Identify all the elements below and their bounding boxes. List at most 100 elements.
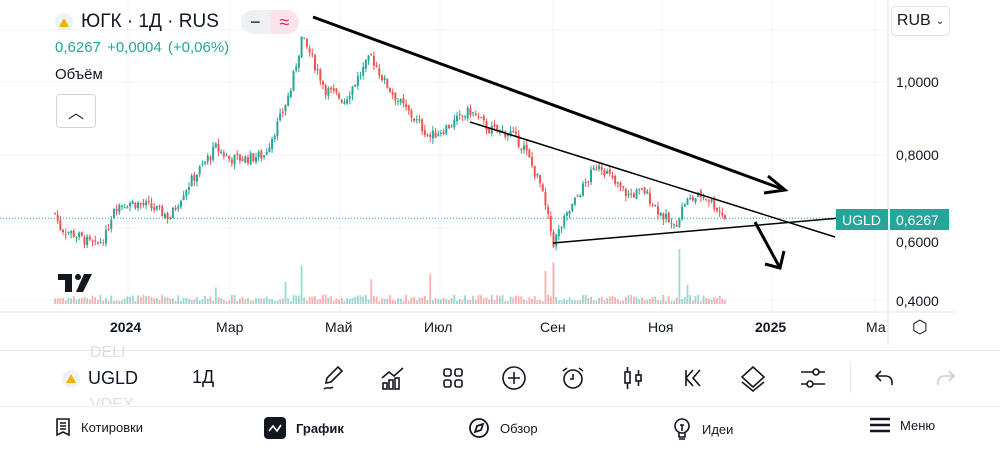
candle-body — [525, 144, 528, 151]
settings-hexagon-icon[interactable]: ⬡ — [912, 317, 928, 337]
volume-bar — [367, 299, 370, 304]
nav-quotes[interactable]: Котировки — [55, 417, 143, 437]
candle-body — [389, 87, 391, 92]
candle-body — [233, 154, 236, 165]
undo-icon[interactable] — [870, 363, 900, 393]
candle-body — [509, 131, 512, 136]
candle-body — [517, 135, 520, 147]
candle-body — [464, 116, 467, 118]
volume-bar — [713, 297, 716, 304]
volume-bar — [477, 294, 480, 304]
candle-body — [59, 219, 62, 231]
plus-circle-icon[interactable] — [499, 363, 529, 393]
volume-bar — [113, 300, 115, 304]
volume-bar — [686, 284, 689, 304]
next-symbol[interactable]: VDEX — [90, 397, 134, 405]
candle-body — [193, 174, 196, 181]
candle-body — [177, 206, 180, 209]
volume-bar — [482, 298, 485, 304]
volume-label[interactable]: Объём — [55, 66, 103, 83]
volume-bar — [592, 300, 595, 304]
symbol-header[interactable]: ЮГК · 1Д · RUS − ≈ — [55, 10, 299, 34]
symbol-selector[interactable]: UGLD — [62, 368, 138, 389]
nav-overview[interactable]: Обзор — [468, 417, 538, 439]
volume-bar — [86, 298, 89, 304]
volume-bar — [88, 299, 91, 304]
wave-mode-button[interactable]: ≈ — [269, 10, 299, 34]
candle-body — [616, 182, 619, 184]
volume-bar — [426, 300, 429, 304]
volume-bar — [440, 299, 442, 304]
nav-chart[interactable]: График — [264, 417, 344, 439]
volume-bar — [153, 298, 156, 304]
chart-mode-toggle[interactable]: − ≈ — [240, 10, 299, 34]
candle-body — [238, 154, 241, 161]
volume-bar — [59, 297, 62, 304]
interval-selector[interactable]: 1Д — [192, 367, 215, 387]
redo-icon[interactable] — [930, 363, 960, 393]
volume-bar — [359, 295, 362, 304]
currency-select[interactable]: RUB ⌄ — [891, 6, 950, 36]
candle-body — [665, 213, 668, 219]
candle-body — [171, 207, 174, 218]
candle-body — [139, 203, 142, 205]
candle-body — [86, 236, 89, 246]
alarm-clock-icon[interactable] — [558, 363, 588, 393]
candle-body — [490, 125, 493, 134]
volume-bar — [209, 296, 212, 304]
volume-bar — [311, 296, 314, 304]
time-label: Май — [325, 319, 353, 335]
candle-body — [407, 105, 410, 111]
candle-body — [378, 68, 381, 76]
line-mode-button[interactable]: − — [240, 10, 270, 34]
volume-bar — [166, 297, 169, 304]
volume-bar — [94, 297, 97, 304]
candle-body — [241, 159, 244, 161]
volume-bar — [163, 296, 166, 304]
indicators-icon[interactable] — [378, 363, 408, 393]
volume-bar — [490, 295, 493, 304]
volume-bar — [515, 295, 517, 304]
candle-body — [110, 219, 113, 229]
candle-body — [584, 182, 587, 184]
volume-bar — [675, 297, 678, 304]
arrowhead-icon — [764, 250, 786, 270]
candle-body — [104, 229, 107, 244]
candle-body — [324, 85, 327, 95]
candle-body — [624, 188, 627, 197]
last-price: 0,6267 — [55, 39, 101, 56]
draw-pencil-icon[interactable] — [318, 363, 348, 393]
volume-bar — [356, 295, 359, 304]
candle-body — [560, 227, 563, 229]
volume-bar — [450, 298, 453, 304]
candle-body — [458, 114, 461, 116]
collapse-button[interactable]: ︿ — [56, 94, 96, 128]
candle-body — [372, 56, 375, 66]
candles-icon[interactable] — [618, 363, 648, 393]
nav-menu[interactable]: Меню — [870, 417, 935, 433]
candle-body — [399, 99, 402, 103]
prev-symbol[interactable]: DELI — [90, 344, 126, 361]
volume-bar — [590, 296, 592, 304]
candle-body — [155, 206, 158, 210]
candle-body — [402, 98, 405, 104]
volume-bar — [273, 301, 276, 304]
candle-body — [260, 150, 263, 159]
candle-body — [166, 213, 169, 219]
volume-bar — [595, 300, 598, 304]
candle-body — [375, 65, 378, 67]
volume-bar — [549, 296, 552, 304]
volume-bar — [180, 301, 182, 304]
candle-body — [715, 207, 718, 211]
settings-sliders-icon[interactable] — [798, 363, 828, 393]
price-chart[interactable] — [0, 0, 1000, 345]
candle-body — [257, 151, 260, 157]
volume-bar — [233, 294, 236, 304]
replay-icon[interactable] — [678, 363, 708, 393]
layout-grid-icon[interactable] — [438, 363, 468, 393]
candle-body — [683, 204, 686, 207]
nav-ideas[interactable]: Идеи — [672, 417, 733, 441]
volume-bar — [568, 297, 571, 304]
layers-icon[interactable] — [738, 363, 768, 393]
candle-body — [107, 228, 110, 230]
